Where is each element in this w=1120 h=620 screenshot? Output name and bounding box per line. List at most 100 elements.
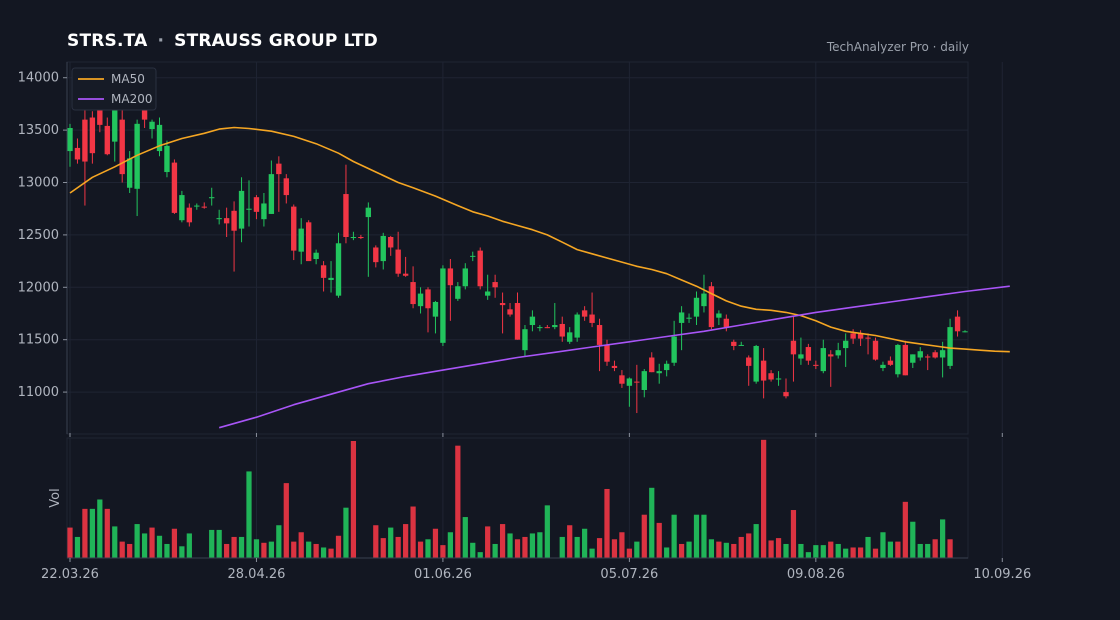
title-separator: · — [157, 31, 165, 51]
volume-bar — [753, 524, 759, 558]
volume-bar — [775, 538, 782, 558]
candle-body — [365, 207, 372, 218]
candle-body — [432, 301, 439, 317]
volume-bar — [746, 533, 752, 558]
candle-body — [484, 291, 491, 296]
volume-bar — [492, 543, 498, 558]
volume-bar — [828, 541, 834, 558]
volume-bar — [328, 548, 334, 558]
volume-bar — [171, 528, 178, 558]
candle-body — [291, 206, 297, 251]
volume-bar — [544, 505, 550, 558]
volume-bar — [380, 538, 386, 558]
candle-body — [529, 316, 536, 326]
candle-body — [604, 344, 610, 362]
candle-body — [276, 163, 282, 175]
legend-label: MA200 — [111, 92, 152, 106]
date-tick-label: 09.08.26 — [787, 567, 845, 582]
volume-bar — [403, 524, 409, 558]
candle-body — [402, 273, 409, 276]
candle-body — [552, 325, 558, 328]
volume-bar — [261, 542, 267, 558]
volume-bar — [835, 543, 841, 558]
candle-body — [410, 282, 416, 305]
chart-title: STRS.TA · STRAUSS GROUP LTD — [67, 31, 378, 51]
volume-bar — [447, 532, 453, 558]
volume-bar — [291, 541, 297, 558]
candle-body — [537, 327, 543, 329]
volume-bar — [693, 514, 700, 558]
volume-bar — [671, 514, 677, 558]
price-tick-label: 11000 — [18, 385, 59, 400]
volume-bar — [477, 552, 483, 558]
volume-bar — [350, 441, 357, 558]
volume-bar — [768, 540, 774, 558]
candle-body — [343, 194, 349, 237]
volume-bar — [268, 541, 274, 558]
volume-bar — [119, 541, 125, 558]
candle-body — [850, 333, 856, 339]
volume-bar — [701, 514, 707, 558]
candle-body — [581, 310, 588, 317]
volume-bar — [149, 527, 155, 558]
candle-body — [179, 195, 185, 221]
volume-bar — [820, 545, 826, 558]
date-tick-label: 28.04.26 — [228, 567, 286, 582]
date-tick-label: 05.07.26 — [600, 567, 658, 582]
volume-bar — [641, 514, 647, 558]
volume-bar — [74, 536, 81, 558]
volume-bar — [134, 524, 140, 558]
volume-bar — [559, 536, 565, 558]
candle-body — [656, 371, 662, 374]
candle-body — [589, 314, 595, 323]
candle-body — [567, 332, 573, 342]
candle-body — [939, 350, 946, 358]
candle-body — [89, 117, 96, 154]
candle-body — [462, 268, 468, 287]
candle-body — [865, 337, 871, 339]
volume-bar — [388, 527, 394, 558]
candle-body — [932, 352, 938, 358]
candle-body — [805, 347, 812, 361]
volume-bar — [567, 525, 573, 558]
candle-body — [156, 124, 163, 152]
candle-body — [231, 210, 237, 231]
candle-body — [440, 268, 446, 343]
date-tick-label: 01.06.26 — [414, 567, 472, 582]
candle-body — [768, 373, 774, 380]
candle-body — [574, 314, 580, 338]
volume-bar — [604, 488, 610, 558]
candle-body — [634, 381, 640, 383]
candle-body — [902, 344, 909, 376]
volume-bar — [813, 545, 819, 558]
volume-bar — [522, 536, 528, 558]
candle-body — [253, 197, 260, 212]
price-tick-label: 11500 — [18, 333, 59, 348]
volume-bar — [238, 536, 245, 558]
candle-body — [626, 378, 633, 386]
volume-bar — [940, 519, 946, 558]
candle-body — [641, 371, 647, 390]
candle-body — [783, 392, 789, 397]
volume-bar — [798, 543, 804, 558]
volume-bar — [626, 548, 632, 558]
volume-bar — [574, 536, 580, 558]
candle-body — [910, 354, 916, 363]
date-tick-label: 10.09.26 — [973, 567, 1031, 582]
grid — [67, 62, 1003, 558]
price-axis: 11000 11500 12000 12500 13000 13500 14000 Vol — [18, 62, 68, 508]
volume-bar — [887, 541, 894, 558]
candle-body — [760, 360, 767, 381]
candle-body — [917, 351, 923, 358]
legend: MA50 MA200 — [71, 67, 157, 111]
candle-body — [470, 255, 476, 257]
candle-body — [126, 158, 133, 188]
volume-bar — [783, 543, 789, 558]
candle-body — [134, 123, 140, 189]
volume-bar — [462, 517, 468, 558]
volume-bar — [231, 536, 237, 558]
volume-bar — [857, 547, 864, 558]
volume-bar — [880, 532, 886, 558]
ma50-line — [69, 126, 1010, 353]
volume-bar — [761, 439, 767, 558]
